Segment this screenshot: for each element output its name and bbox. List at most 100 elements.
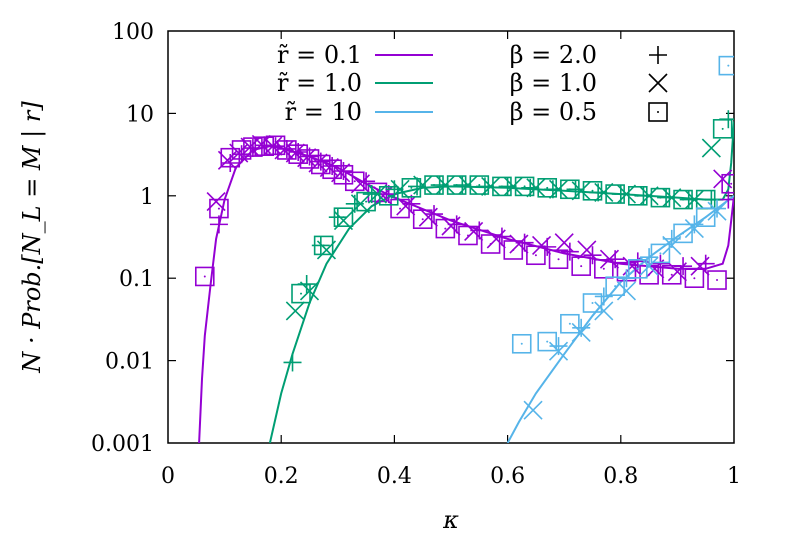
data-point	[696, 254, 715, 273]
y-tick-label: 100	[112, 20, 154, 45]
data-point	[401, 178, 422, 198]
data-point	[640, 248, 659, 267]
data-point	[322, 159, 342, 180]
data-point	[412, 209, 433, 230]
data-point	[616, 184, 637, 204]
y-tick-label: 0.1	[119, 267, 154, 292]
data-point	[594, 259, 614, 279]
data-point	[684, 219, 704, 239]
data-point	[526, 178, 546, 198]
data-point	[571, 322, 591, 342]
legend-marker-label: β = 1.0	[510, 69, 597, 97]
data-point	[283, 353, 302, 372]
data-point	[582, 180, 603, 201]
data-markers	[194, 55, 734, 420]
data-point	[254, 136, 275, 156]
y-tick-label: 0.001	[91, 432, 154, 457]
data-point	[661, 264, 682, 285]
plot-frame	[167, 30, 735, 444]
data-point	[418, 207, 438, 227]
legend-marker-label: β = 2.0	[510, 41, 597, 69]
data-point	[554, 233, 574, 253]
data-point	[514, 176, 535, 197]
data-point	[480, 234, 501, 254]
model-curves	[198, 121, 734, 443]
data-point	[447, 215, 466, 234]
x-tick-label: 0	[161, 464, 175, 489]
data-point	[719, 190, 734, 209]
data-point	[458, 225, 478, 246]
legend-curve-label: r̃ = 1.0	[277, 69, 362, 97]
data-point	[571, 256, 591, 276]
data-point	[707, 270, 727, 290]
data-point	[458, 175, 478, 195]
data-point	[639, 186, 659, 206]
data-point	[684, 268, 705, 289]
ticks: 0 0.2 0.4 0.6 0.8 1 0.001 0.01 0.1 1 10 100	[91, 20, 741, 489]
data-point	[333, 164, 354, 185]
data-point	[209, 198, 229, 219]
data-point	[701, 138, 721, 158]
data-point	[344, 171, 365, 192]
data-point	[435, 175, 455, 195]
data-point	[291, 283, 311, 304]
data-point	[577, 240, 597, 260]
data-point	[548, 341, 569, 361]
data-point	[402, 194, 421, 213]
data-point	[503, 176, 523, 196]
data-point	[435, 218, 456, 239]
data-point	[560, 242, 579, 261]
legend-curve-label: r̃ = 10	[285, 98, 362, 126]
data-point	[289, 143, 308, 162]
data-point	[390, 198, 410, 219]
data-point	[209, 215, 228, 234]
data-point	[684, 190, 704, 210]
data-point	[571, 181, 591, 201]
data-point	[707, 201, 727, 221]
data-point	[220, 147, 241, 168]
data-point	[582, 293, 603, 313]
data-point	[390, 179, 410, 199]
data-point	[288, 144, 308, 164]
data-point	[232, 145, 251, 164]
data-point	[605, 276, 625, 296]
y-tick-label: 10	[126, 102, 154, 127]
x-tick-label: 0.6	[490, 464, 525, 489]
data-point	[299, 149, 320, 169]
data-point	[367, 184, 387, 204]
data-point	[350, 194, 371, 214]
data-point	[594, 182, 614, 202]
legend: r̃ = 0.1r̃ = 1.0r̃ = 10 β = 2.0β = 1.0β =…	[277, 41, 668, 126]
data-point	[594, 301, 614, 321]
data-point	[378, 186, 399, 206]
data-point	[690, 256, 710, 276]
x-tick-label: 1	[727, 464, 741, 489]
data-point	[673, 189, 693, 210]
data-point	[695, 207, 716, 227]
legend-marker-swatch	[649, 46, 667, 64]
data-point	[548, 179, 569, 199]
data-point	[662, 188, 682, 208]
data-point	[511, 333, 532, 354]
data-point	[627, 259, 648, 279]
data-point	[560, 179, 580, 200]
legend-marker-swatch	[648, 73, 668, 93]
data-point	[313, 235, 334, 256]
data-point	[469, 175, 490, 195]
data-point	[537, 331, 558, 352]
data-point	[526, 245, 546, 266]
legend-curve-label: r̃ = 0.1	[277, 41, 362, 69]
data-point	[523, 400, 543, 420]
data-point	[285, 301, 305, 321]
data-point	[572, 318, 591, 337]
data-point	[531, 235, 552, 255]
data-point	[243, 137, 263, 157]
legend-marker-swatch	[648, 102, 668, 122]
x-axis-label: κ	[442, 506, 459, 534]
data-point	[560, 313, 580, 334]
data-point	[357, 172, 376, 191]
data-point	[650, 243, 671, 264]
data-point	[650, 187, 671, 208]
data-point	[231, 140, 252, 160]
